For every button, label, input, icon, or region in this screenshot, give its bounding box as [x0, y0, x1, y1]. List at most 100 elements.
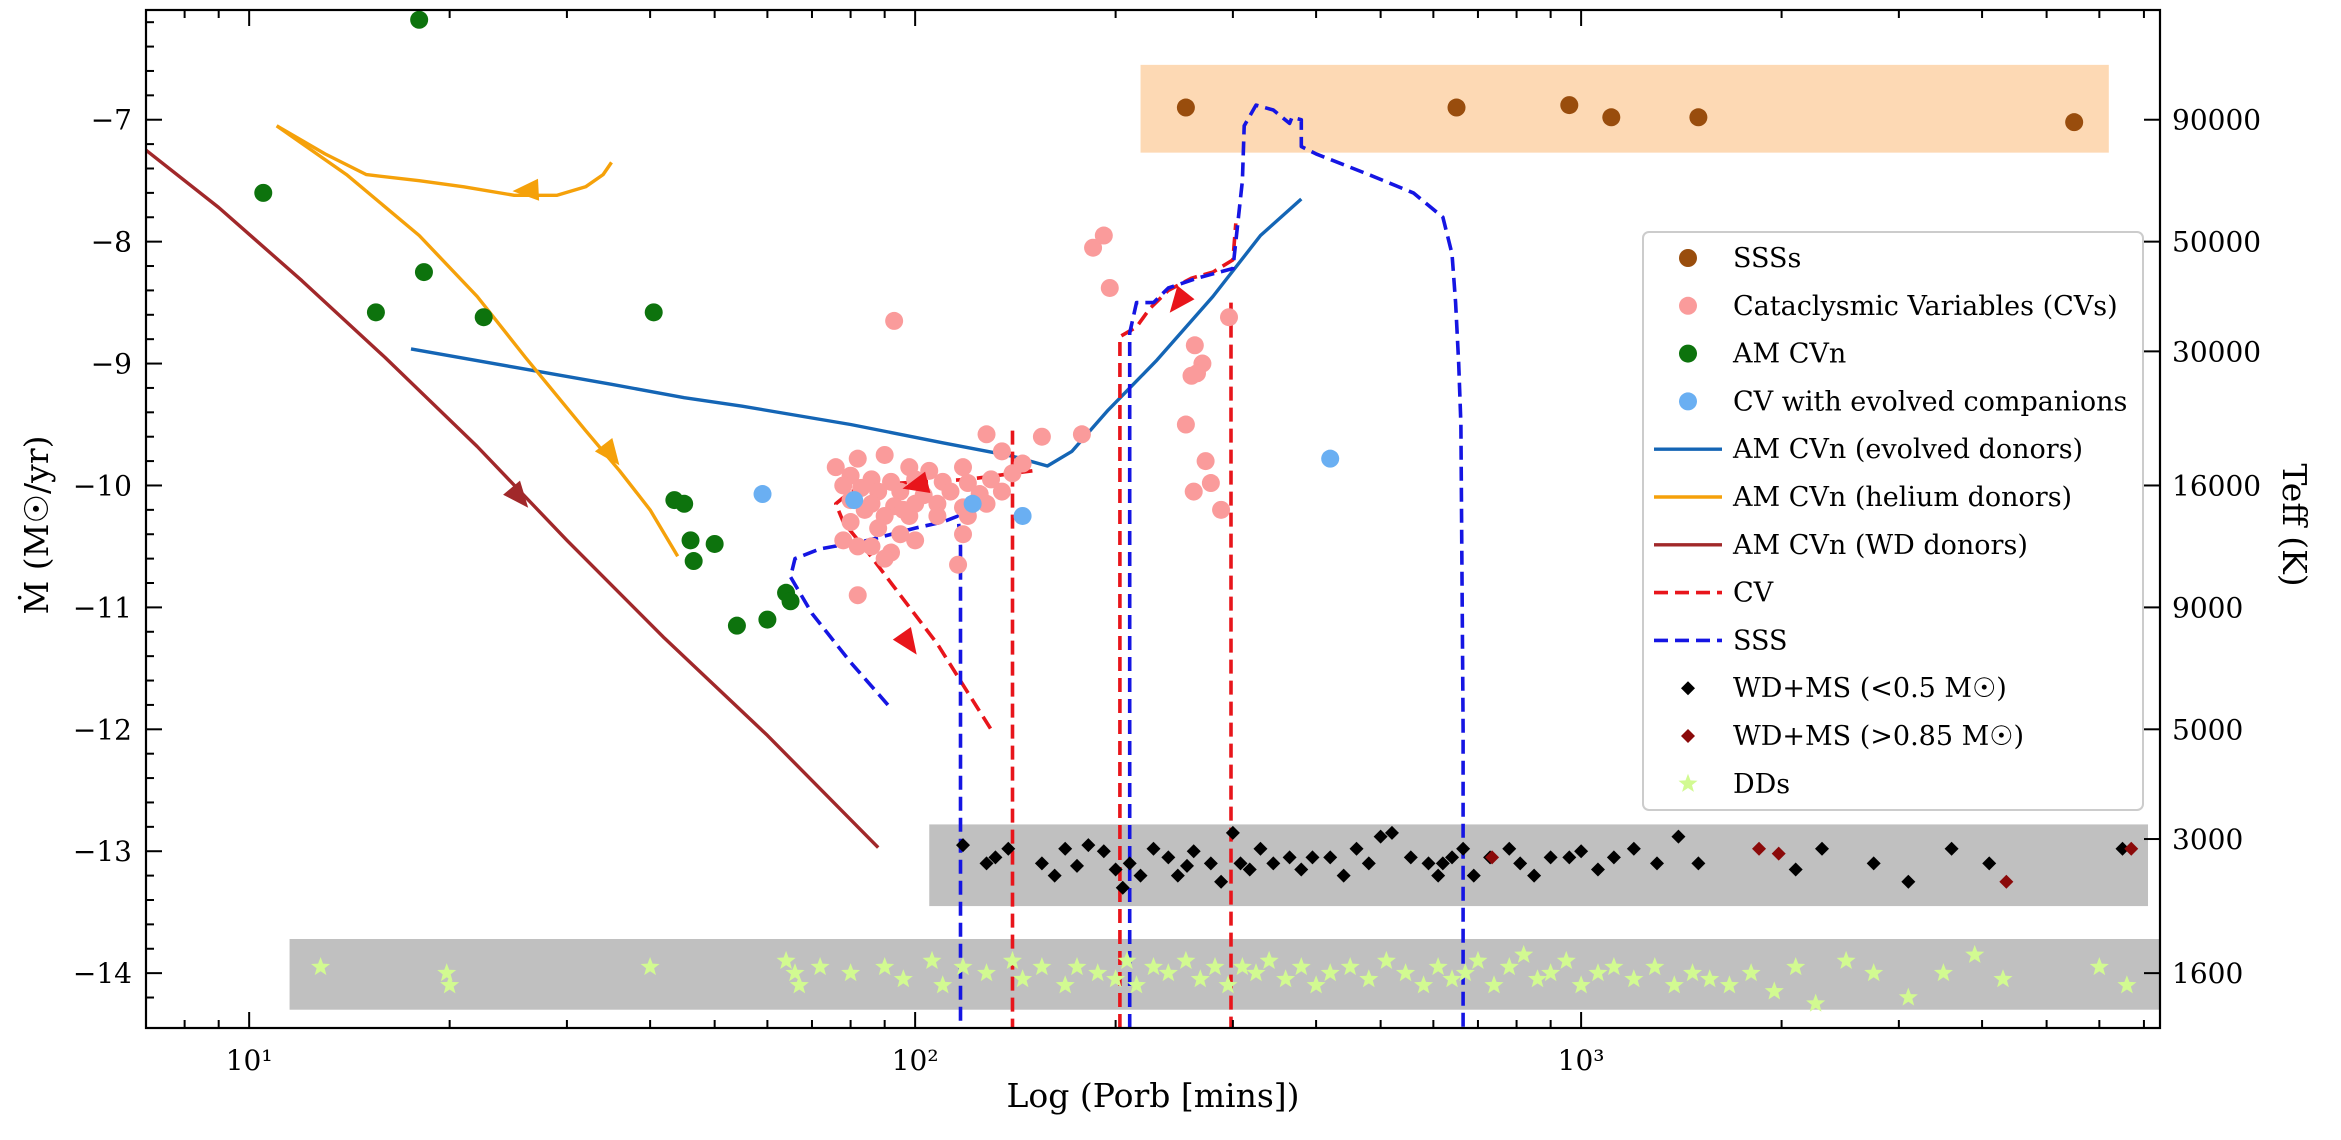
point-cv-with-evolved-companions-2	[963, 494, 982, 513]
point-dds-68	[1933, 963, 1953, 982]
series-am-cvn-helium-donors	[275, 124, 613, 198]
legend-label-am-cvn-wd-donors: AM CVn (WD donors)	[1732, 530, 2028, 561]
legend-marker-wd-ms-0-85-m	[1681, 729, 1695, 743]
point-dds-72	[2117, 975, 2137, 994]
point-cataclysmic-variables-cvs-49	[841, 513, 860, 532]
point-cataclysmic-variables-cvs-1	[1084, 238, 1103, 257]
point-dds-67	[1898, 987, 1918, 1006]
point-am-cvn-4	[474, 308, 493, 327]
point-wd-ms-0-5-m-28	[1305, 850, 1320, 865]
point-dds-70	[1993, 969, 2013, 988]
point-cataclysmic-variables-cvs-57	[848, 537, 867, 556]
point-cataclysmic-variables-cvs-0	[885, 311, 904, 330]
point-wd-ms-0-5-m-27	[1294, 862, 1309, 877]
point-wd-ms-0-5-m-29	[1323, 850, 1338, 865]
point-dds-69	[1965, 944, 1985, 963]
point-dds-20	[1088, 963, 1108, 982]
point-cataclysmic-variables-cvs-11	[977, 425, 996, 444]
plot-frame	[144, 8, 2162, 1030]
point-wd-ms-0-5-m-16	[1170, 868, 1185, 883]
point-dds-10	[893, 969, 913, 988]
point-wd-ms-0-5-m-1	[979, 856, 994, 871]
point-dds-59	[1700, 969, 1720, 988]
point-wd-ms-0-5-m-9	[1096, 844, 1111, 859]
x-tick-label: 10³	[1558, 1044, 1605, 1077]
point-dds-22	[1117, 950, 1137, 969]
legend-label-am-cvn: AM CVn	[1732, 339, 1846, 370]
arrows-layer	[503, 178, 1195, 655]
point-ssss-2	[1560, 96, 1579, 115]
x-tick-label: 10²	[892, 1044, 939, 1077]
point-dds-35	[1306, 975, 1326, 994]
point-wd-ms-0-5-m-26	[1282, 850, 1297, 865]
point-cataclysmic-variables-cvs-13	[992, 442, 1011, 461]
point-cataclysmic-variables-cvs-4	[1185, 336, 1204, 355]
point-cataclysmic-variables-cvs-65	[1212, 500, 1231, 519]
point-dds-11	[922, 950, 942, 969]
point-dds-30	[1232, 957, 1252, 976]
point-ssss-5	[2065, 113, 2084, 132]
point-dds-14	[977, 963, 996, 982]
point-dds-33	[1276, 969, 1296, 988]
point-dds-55	[1624, 969, 1644, 988]
point-dds-29	[1218, 975, 1238, 994]
point-wd-ms-0-85-m-3	[1999, 874, 2014, 889]
point-wd-ms-0-5-m-23	[1242, 862, 1257, 877]
wdms-band	[929, 824, 2149, 907]
point-wd-ms-0-5-m-11	[1115, 880, 1130, 895]
point-wd-ms-0-5-m-45	[1527, 868, 1542, 883]
point-dds-4	[776, 950, 796, 969]
legend-marker-wd-ms-0-5-m	[1681, 681, 1695, 696]
legend-marker-ssss	[1679, 249, 1697, 267]
point-dds-47	[1499, 957, 1519, 976]
point-wd-ms-0-5-m-32	[1361, 856, 1376, 871]
point-dds-38	[1359, 969, 1379, 988]
point-dds-12	[933, 975, 953, 994]
series-am-cvn-evolved-donors	[410, 197, 1303, 468]
point-wd-ms-0-5-m-2	[988, 850, 1003, 865]
point-wd-ms-0-5-m-39	[1445, 850, 1460, 865]
point-wd-ms-0-85-m-4	[2124, 841, 2139, 856]
sss-band	[1140, 64, 2109, 153]
ticks-layer: 10¹ 10² 10³ −7 −8 −9 −10 −11 −12 −13 −14 90000 50000…	[73, 10, 2261, 1077]
legend-label-wd-ms-0-5-m: WD+MS (<0.5 M☉)	[1733, 673, 2007, 704]
point-cataclysmic-variables-cvs-21	[826, 458, 845, 477]
arrow-am-cvn-helium-donors-0	[512, 178, 540, 201]
point-cataclysmic-variables-cvs-62	[1196, 452, 1215, 471]
series-cv-track-2	[1118, 223, 1238, 1028]
point-dds-66	[1864, 963, 1884, 982]
legend-label-am-cvn-helium-donors: AM CVn (helium donors)	[1732, 482, 2072, 513]
legend-label-cv-with-evolved-companions: CV with evolved companions	[1733, 386, 2127, 417]
point-dds-1	[437, 963, 457, 982]
point-am-cvn-8	[681, 531, 700, 550]
point-wd-ms-0-5-m-44	[1513, 856, 1528, 871]
point-dds-9	[875, 957, 895, 976]
point-dds-23	[1127, 975, 1146, 994]
point-dds-25	[1158, 963, 1178, 982]
arrow-cv-3	[902, 471, 931, 493]
point-wd-ms-0-5-m-24	[1253, 841, 1268, 856]
legend-label-cv: CV	[1733, 578, 1774, 609]
point-wd-ms-0-5-m-54	[1691, 856, 1706, 871]
point-ssss-3	[1602, 108, 1621, 127]
point-cataclysmic-variables-cvs-15	[875, 445, 894, 464]
point-cataclysmic-variables-cvs-14	[848, 449, 867, 468]
point-cataclysmic-variables-cvs-34	[941, 482, 960, 501]
point-wd-ms-0-5-m-61	[2115, 841, 2130, 856]
point-dds-7	[810, 957, 830, 976]
point-cataclysmic-variables-cvs-63	[1201, 474, 1220, 493]
point-wd-ms-0-5-m-57	[1866, 856, 1881, 871]
point-wd-ms-0-5-m-51	[1626, 841, 1641, 856]
y-tick-label: −9	[91, 348, 132, 381]
point-wd-ms-0-5-m-8	[1081, 838, 1096, 853]
legend-label-ssss: SSSs	[1733, 243, 1801, 274]
point-dds-34	[1291, 957, 1311, 976]
y-tick-label: −12	[73, 713, 132, 746]
point-dds-44	[1455, 963, 1475, 982]
y2-tick-label: 1600	[2172, 957, 2243, 990]
point-dds-53	[1588, 963, 1608, 982]
point-wd-ms-0-5-m-58	[1901, 874, 1916, 889]
point-wd-ms-0-5-m-17	[1180, 858, 1195, 873]
legend: SSSs Cataclysmic Variables (CVs) AM CVn CV …	[1642, 231, 2144, 811]
point-am-cvn-1	[254, 183, 273, 202]
